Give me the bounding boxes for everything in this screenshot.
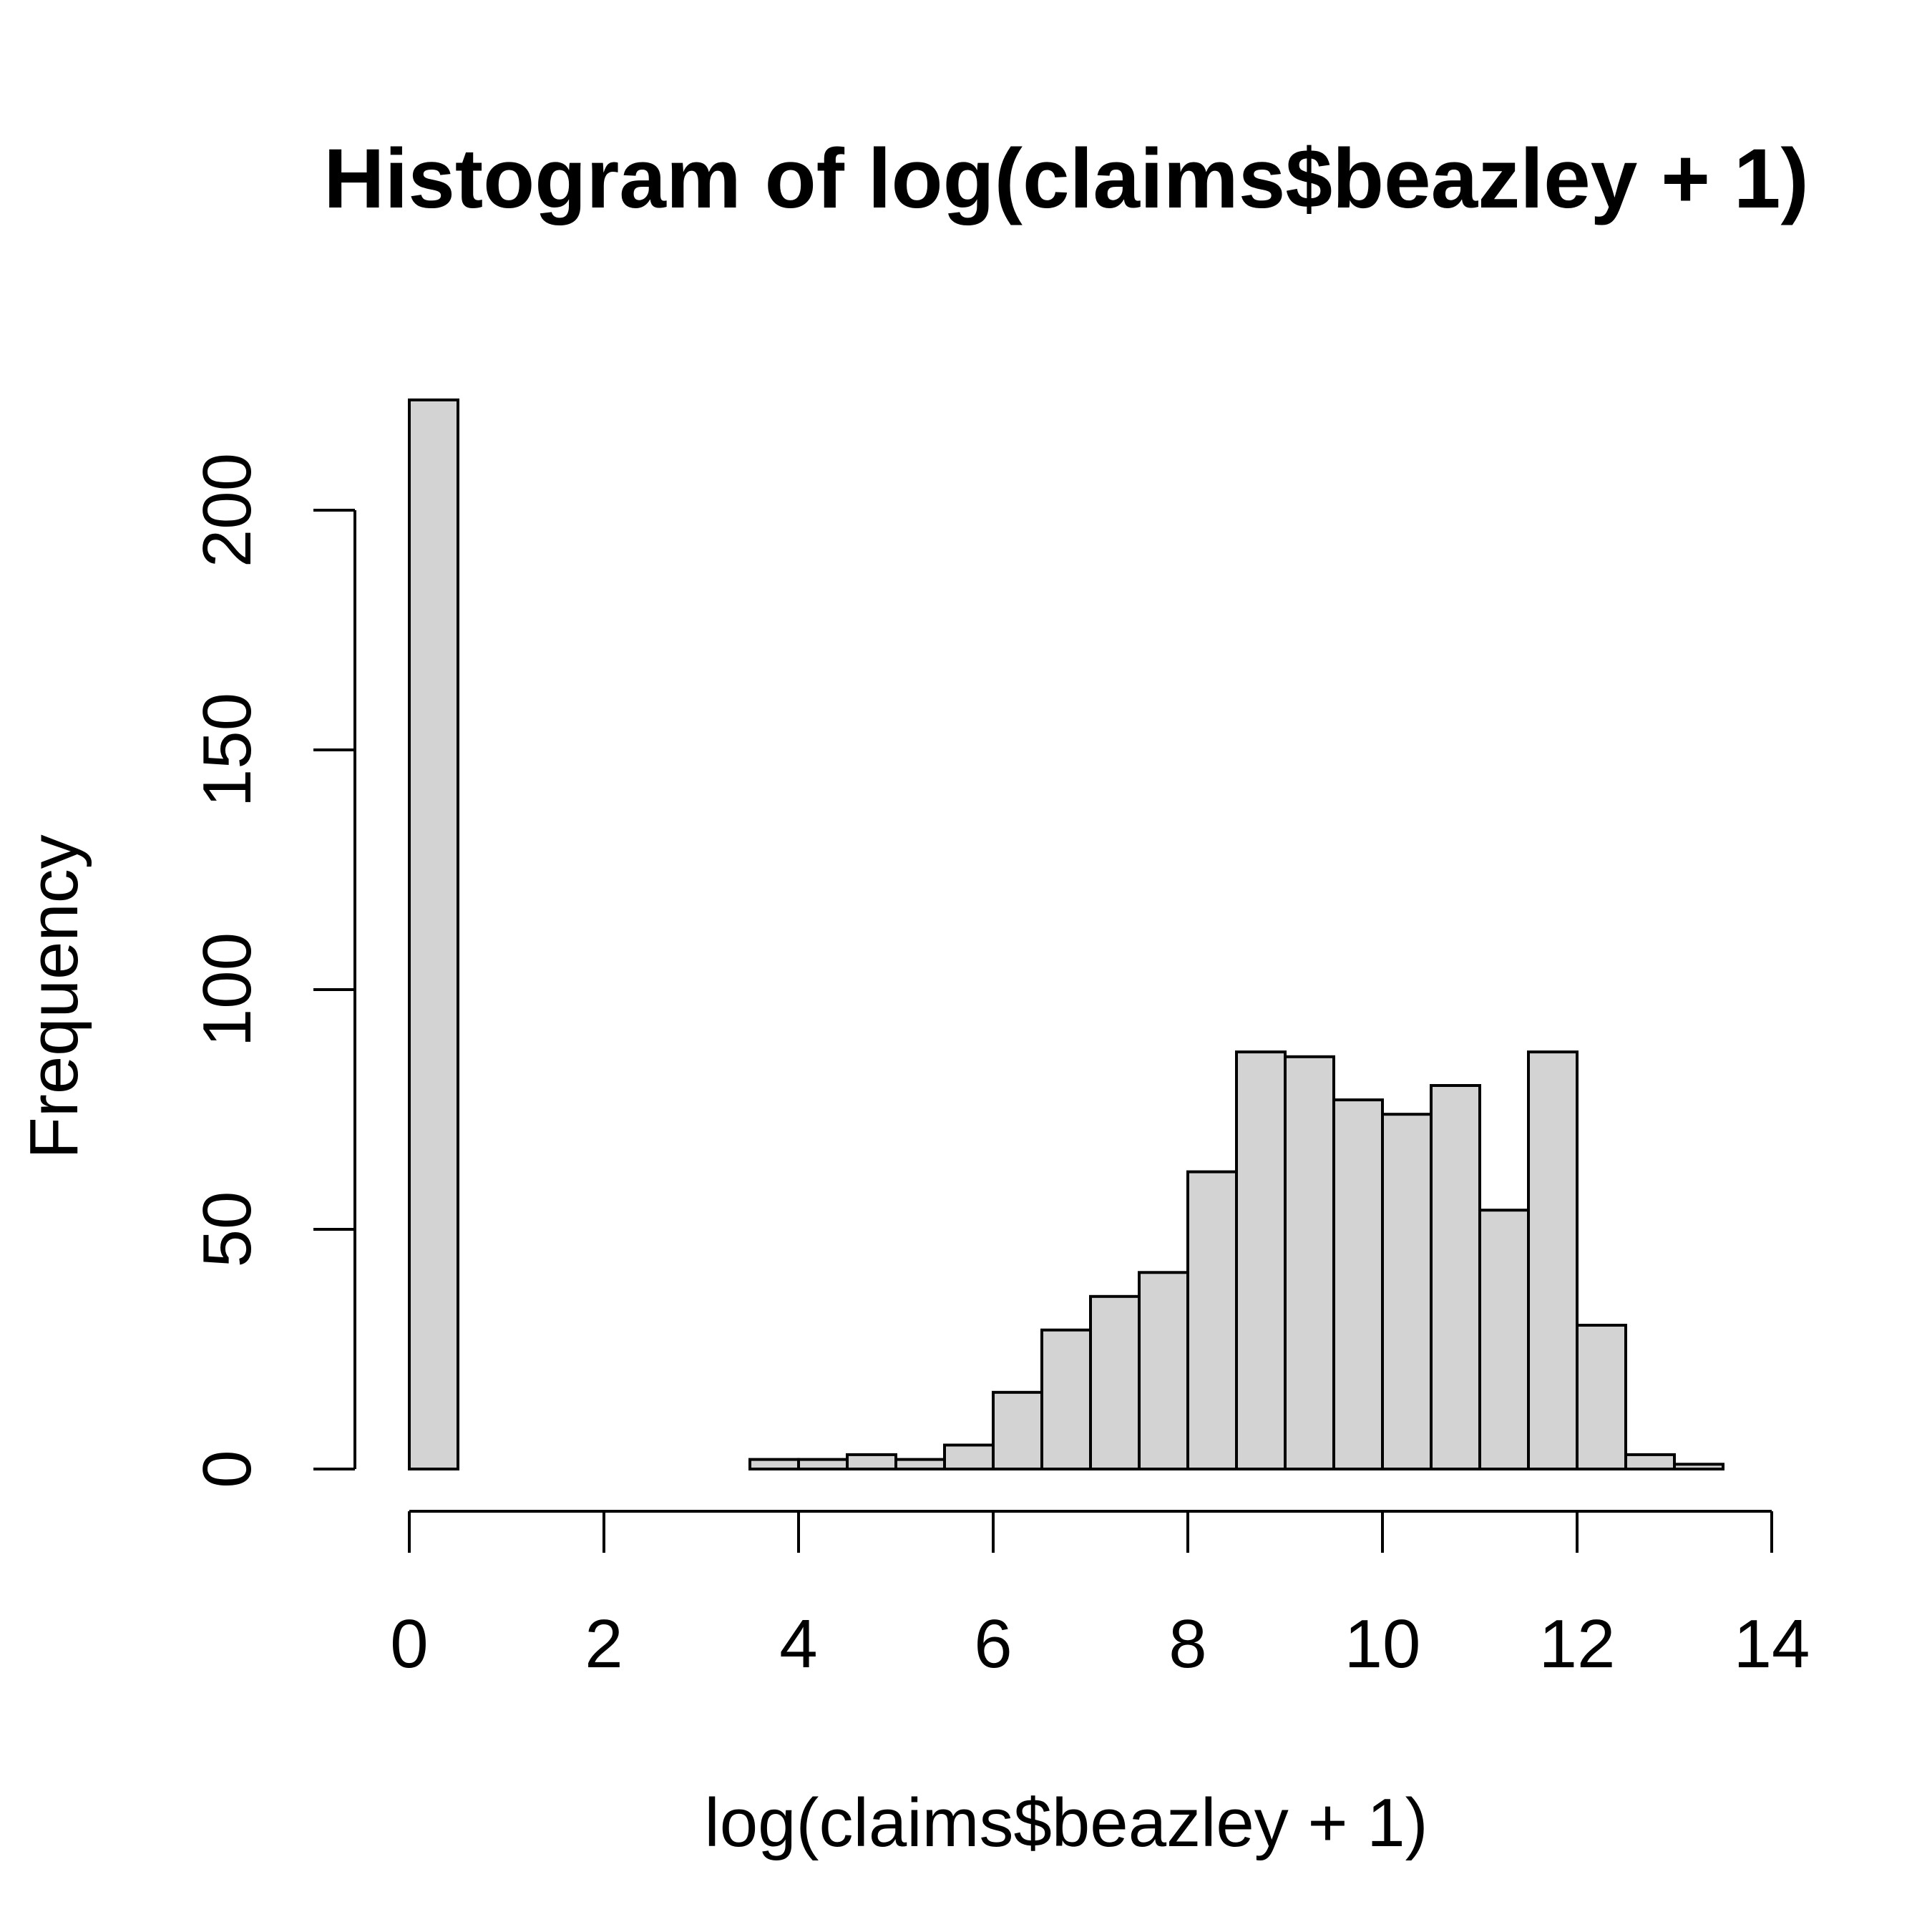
histogram-bar (1527, 1050, 1579, 1470)
x-tick-label: 10 (1345, 1606, 1421, 1682)
x-axis: 0 2 4 6 8 10 12 14 (390, 1510, 1810, 1682)
x-tick-label: 12 (1539, 1606, 1616, 1682)
x-axis-label: log(claims$beazley + 1) (704, 1785, 1428, 1861)
y-tick-label: 150 (189, 693, 265, 807)
histogram-bar (992, 1390, 1043, 1471)
histogram-bar (943, 1443, 995, 1470)
histogram-bar (1186, 1170, 1238, 1470)
histogram-bar (1284, 1055, 1335, 1471)
x-tick-label: 4 (779, 1606, 817, 1682)
y-axis: 0 50 100 150 200 (189, 453, 356, 1488)
histogram-bar (1138, 1271, 1189, 1471)
histogram-bar (1673, 1463, 1724, 1471)
histogram-bar (797, 1458, 849, 1470)
chart-title: Histogram of log(claims$beazley + 1) (323, 132, 1809, 226)
histogram-bar (1089, 1294, 1141, 1471)
x-tick-label: 2 (585, 1606, 623, 1682)
x-tick-label: 0 (390, 1606, 428, 1682)
y-axis-label: Frequency (16, 834, 92, 1159)
x-tick-label: 8 (1169, 1606, 1206, 1682)
histogram-bar (846, 1453, 897, 1471)
histogram-bar (1381, 1113, 1433, 1470)
histogram-bar (1332, 1098, 1384, 1470)
histogram-bar (1478, 1209, 1530, 1470)
x-tick-label: 6 (974, 1606, 1012, 1682)
histogram-bar (1430, 1084, 1481, 1470)
histogram-bar (748, 1458, 800, 1470)
histogram-bar (894, 1458, 946, 1470)
histogram-bar (408, 398, 459, 1470)
y-tick-label: 200 (189, 453, 265, 567)
x-tick-label: 14 (1734, 1606, 1810, 1682)
histogram-bar (1576, 1324, 1627, 1470)
histogram-bar (1040, 1328, 1092, 1470)
histogram-bar (1235, 1050, 1287, 1470)
y-tick-label: 0 (189, 1450, 265, 1488)
histogram-bar (1624, 1453, 1676, 1471)
y-tick-label: 100 (189, 932, 265, 1047)
bars-group (408, 398, 1724, 1471)
y-tick-label: 50 (189, 1191, 265, 1268)
